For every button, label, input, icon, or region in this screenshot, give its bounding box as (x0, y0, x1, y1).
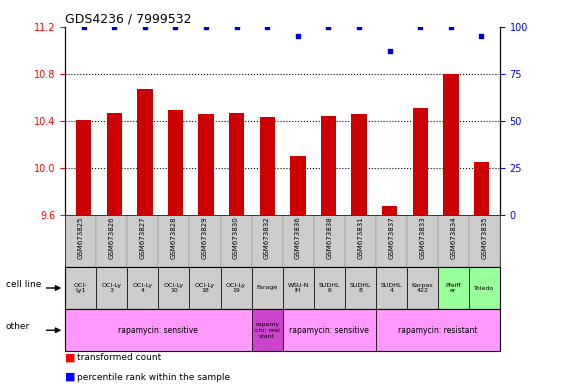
Bar (345, 215, 375, 267)
Text: cell line: cell line (6, 280, 41, 289)
Bar (252, 267, 283, 309)
Text: percentile rank within the sample: percentile rank within the sample (77, 372, 230, 382)
Text: OCI-Ly
4: OCI-Ly 4 (133, 283, 153, 293)
Text: other: other (6, 322, 30, 331)
Bar (283, 267, 314, 309)
Text: GSM673826: GSM673826 (109, 217, 115, 259)
Bar (412, 108, 428, 215)
Text: WSU-N
IH: WSU-N IH (287, 283, 309, 293)
Bar (65, 309, 252, 351)
Bar (107, 113, 122, 215)
Text: SUDHL
6: SUDHL 6 (319, 283, 340, 293)
Bar (438, 267, 469, 309)
Text: rapamycin: sensitive: rapamycin: sensitive (119, 326, 198, 335)
Bar (469, 267, 500, 309)
Text: GSM673828: GSM673828 (171, 217, 177, 259)
Text: transformed count: transformed count (77, 353, 161, 362)
Point (110, 24, 119, 30)
Bar (469, 215, 500, 267)
Bar (158, 215, 190, 267)
Point (354, 24, 364, 30)
Text: GSM673835: GSM673835 (481, 217, 487, 259)
Text: GSM673832: GSM673832 (264, 217, 270, 259)
Text: Farage: Farage (256, 285, 278, 291)
Point (385, 48, 394, 55)
Bar (314, 215, 345, 267)
Bar (407, 215, 438, 267)
Text: GSM673838: GSM673838 (326, 217, 332, 259)
Bar (220, 215, 252, 267)
Bar (474, 162, 489, 215)
Bar (283, 215, 314, 267)
Bar (443, 74, 458, 215)
Text: OCI-Ly
19: OCI-Ly 19 (226, 283, 246, 293)
Text: rapamycin: sensitive: rapamycin: sensitive (289, 326, 369, 335)
Point (446, 24, 456, 30)
Text: GSM673837: GSM673837 (388, 217, 394, 259)
Point (324, 24, 333, 30)
Bar (345, 267, 375, 309)
Text: OCI-Ly
3: OCI-Ly 3 (102, 283, 122, 293)
Point (79, 24, 88, 30)
Point (232, 24, 241, 30)
Text: ■: ■ (65, 353, 76, 363)
Bar (382, 205, 398, 215)
Text: GSM673830: GSM673830 (233, 217, 239, 259)
Point (140, 24, 149, 30)
Bar (168, 110, 183, 215)
Text: ■: ■ (65, 372, 76, 382)
Bar (220, 267, 252, 309)
Point (416, 24, 425, 30)
Bar (321, 116, 336, 215)
Text: Karpas
422: Karpas 422 (411, 283, 433, 293)
Bar (375, 215, 407, 267)
Text: GSM673836: GSM673836 (295, 217, 301, 259)
Bar (290, 156, 306, 215)
Text: GSM673831: GSM673831 (357, 217, 363, 259)
Text: GDS4236 / 7999532: GDS4236 / 7999532 (65, 13, 192, 26)
Bar (283, 309, 375, 351)
Text: GSM673833: GSM673833 (419, 217, 425, 259)
Text: GSM673825: GSM673825 (78, 217, 84, 259)
Bar (252, 215, 283, 267)
Bar (229, 113, 244, 215)
Text: Pfeiff
er: Pfeiff er (445, 283, 461, 293)
Bar (65, 215, 97, 267)
Bar (198, 114, 214, 215)
Bar (352, 114, 367, 215)
Text: OCI-Ly
10: OCI-Ly 10 (164, 283, 184, 293)
Text: GSM673829: GSM673829 (202, 217, 208, 259)
Text: Toledo: Toledo (474, 285, 495, 291)
Point (171, 24, 180, 30)
Bar (76, 120, 91, 215)
Point (263, 24, 272, 30)
Bar (65, 267, 97, 309)
Bar (314, 267, 345, 309)
Bar (375, 309, 500, 351)
Text: OCI-Ly
18: OCI-Ly 18 (195, 283, 215, 293)
Bar (127, 267, 158, 309)
Text: rapamy
cin: resi
stant: rapamy cin: resi stant (254, 322, 279, 339)
Bar (97, 267, 127, 309)
Point (293, 33, 302, 40)
Bar (190, 215, 220, 267)
Text: SUDHL
8: SUDHL 8 (349, 283, 371, 293)
Bar (127, 215, 158, 267)
Bar (252, 309, 283, 351)
Bar (260, 118, 275, 215)
Bar (190, 267, 220, 309)
Bar (97, 215, 127, 267)
Point (202, 24, 211, 30)
Text: OCI-
Ly1: OCI- Ly1 (74, 283, 87, 293)
Point (477, 33, 486, 40)
Text: GSM673827: GSM673827 (140, 217, 146, 259)
Bar (375, 267, 407, 309)
Text: rapamycin: resistant: rapamycin: resistant (398, 326, 478, 335)
Bar (407, 267, 438, 309)
Text: GSM673834: GSM673834 (450, 217, 456, 259)
Bar (137, 89, 153, 215)
Bar (158, 267, 190, 309)
Text: SUDHL
4: SUDHL 4 (381, 283, 402, 293)
Bar (438, 215, 469, 267)
